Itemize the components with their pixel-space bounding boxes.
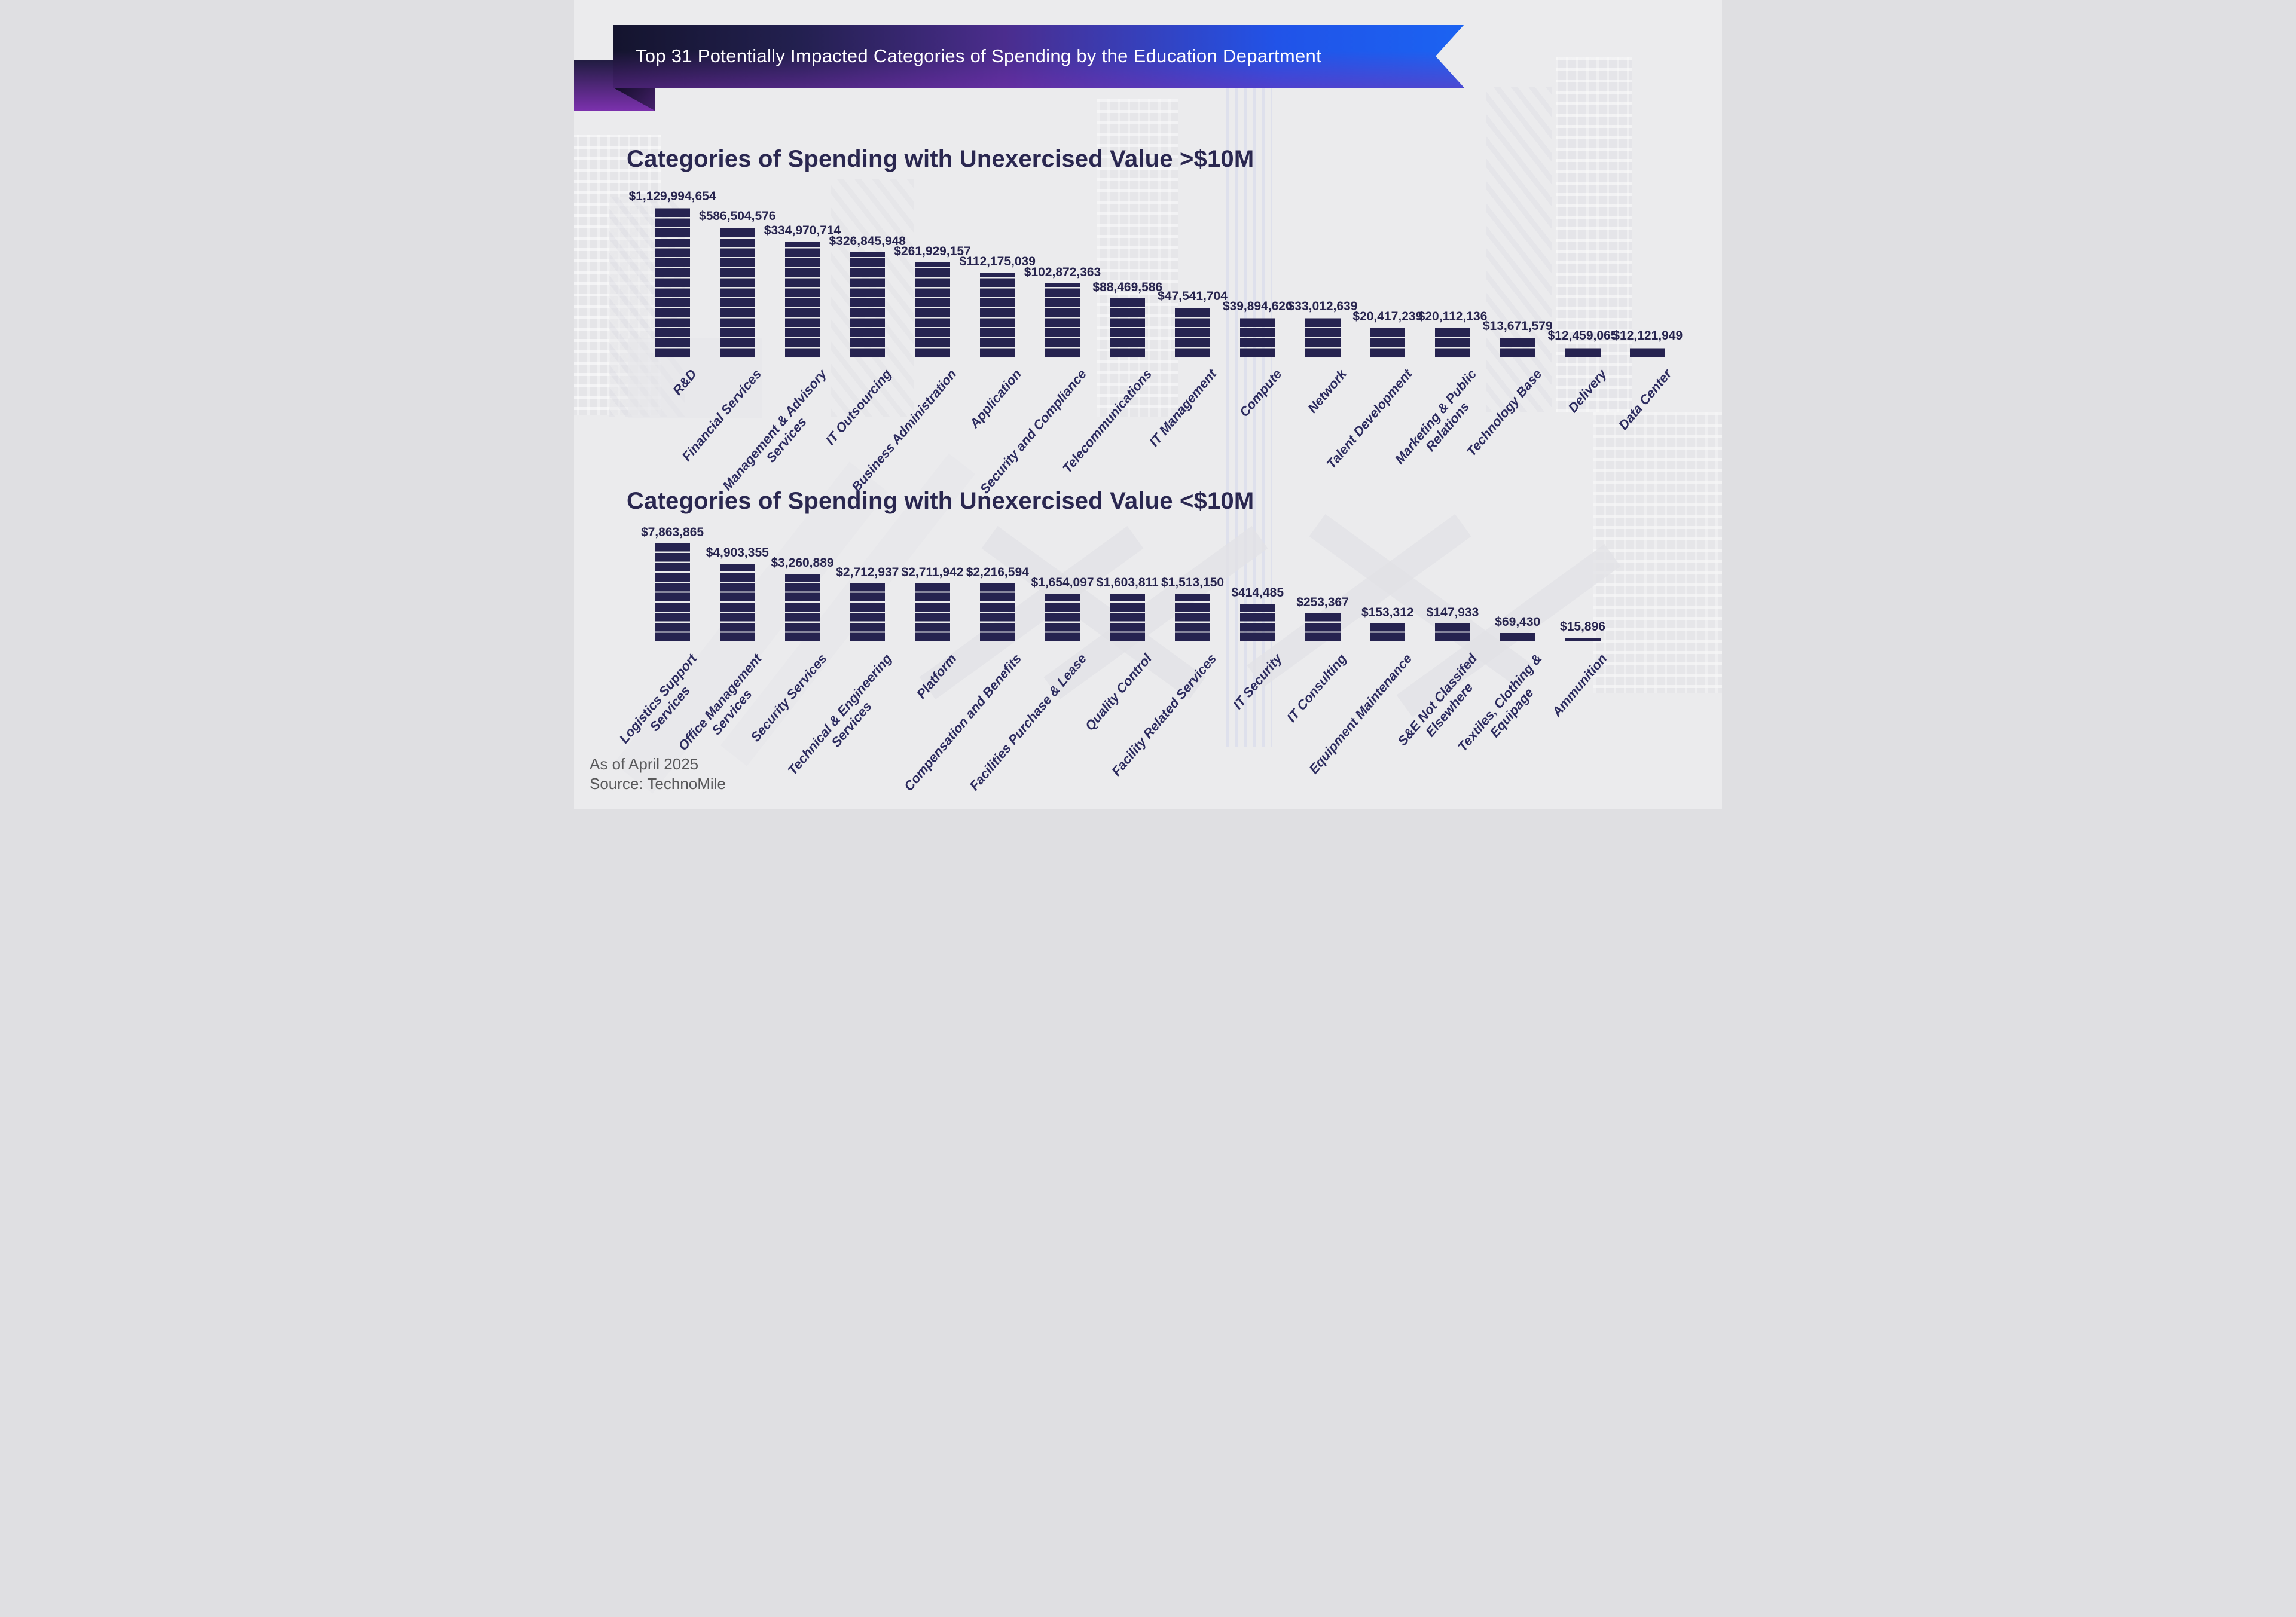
bar-value-label: $334,970,714 bbox=[764, 224, 841, 237]
bar-value-label: $15,896 bbox=[1560, 620, 1605, 634]
bar-value-label: $4,903,355 bbox=[706, 546, 769, 560]
bar-category-label: IT Consulting bbox=[1284, 651, 1350, 725]
as-of-date: As of April 2025 bbox=[590, 755, 699, 773]
title-banner-ribbon: Top 31 Potentially Impacted Categories o… bbox=[613, 25, 1464, 88]
bar bbox=[850, 252, 886, 357]
bar bbox=[1500, 633, 1535, 641]
bar-value-label: $253,367 bbox=[1296, 595, 1349, 609]
bar bbox=[1175, 307, 1210, 357]
bar-value-label: $1,654,097 bbox=[1031, 576, 1094, 589]
bar-value-label: $153,312 bbox=[1361, 606, 1414, 619]
bar-value-label: $47,541,704 bbox=[1158, 289, 1228, 303]
bar bbox=[1110, 298, 1146, 357]
bar-value-label: $7,863,865 bbox=[640, 525, 704, 539]
chart-under-10m: $7,863,865 Logistics Support Services $4,9… bbox=[574, 0, 1722, 809]
bar-category-label: Quality Control bbox=[1082, 651, 1155, 733]
bar bbox=[655, 207, 690, 357]
building-shape bbox=[1486, 87, 1552, 412]
bar-value-label: $12,121,949 bbox=[1613, 329, 1683, 343]
bar-category-label: Facility Related Services bbox=[1109, 651, 1220, 779]
bar-category-label: Ammunition bbox=[1549, 651, 1610, 720]
bar-value-label: $33,012,639 bbox=[1287, 299, 1358, 313]
bar bbox=[719, 564, 755, 641]
building-shape bbox=[1593, 412, 1722, 693]
footer: As of April 2025 Source: TechnoMile bbox=[590, 754, 726, 794]
bar-value-label: $1,129,994,654 bbox=[628, 189, 716, 203]
bar-value-label: $39,894,620 bbox=[1222, 299, 1293, 313]
bar bbox=[1175, 594, 1210, 641]
bar bbox=[1500, 337, 1535, 357]
bar bbox=[1305, 317, 1341, 357]
bar bbox=[1045, 594, 1080, 641]
source-credit: Source: TechnoMile bbox=[590, 775, 726, 793]
bar bbox=[915, 583, 950, 641]
bar-value-label: $1,603,811 bbox=[1096, 576, 1159, 589]
chart-over-10m: $1,129,994,654 R&D $586,504,576 Financial S… bbox=[574, 0, 1722, 809]
bar-value-label: $88,469,586 bbox=[1092, 280, 1163, 294]
bar bbox=[979, 273, 1015, 357]
bar bbox=[1110, 594, 1146, 641]
bar-value-label: $326,845,948 bbox=[829, 234, 906, 248]
bar bbox=[655, 543, 690, 641]
bar-value-label: $147,933 bbox=[1426, 606, 1479, 619]
bar-value-label: $69,430 bbox=[1495, 615, 1541, 629]
bar bbox=[915, 262, 950, 357]
bar bbox=[979, 583, 1015, 641]
bar bbox=[1045, 283, 1080, 357]
bar-category-label: Platform bbox=[914, 651, 960, 702]
bar bbox=[850, 583, 886, 641]
bar-value-label: $20,417,239 bbox=[1352, 310, 1423, 323]
section-title-over-10m: Categories of Spending with Unexercised … bbox=[627, 146, 1254, 172]
bar-value-label: $102,872,363 bbox=[1024, 265, 1101, 279]
bar-value-label: $3,260,889 bbox=[771, 556, 834, 570]
bar-category-label: Compensation and Benefits bbox=[901, 651, 1025, 794]
bar-value-label: $414,485 bbox=[1231, 586, 1284, 600]
bar bbox=[1370, 328, 1406, 357]
bar bbox=[1239, 604, 1275, 641]
infographic-canvas: Top 31 Potentially Impacted Categories o… bbox=[574, 0, 1722, 809]
bar-value-label: $12,459,065 bbox=[1547, 329, 1618, 343]
bar-value-label: $112,175,039 bbox=[959, 255, 1036, 268]
page-title: Top 31 Potentially Impacted Categories o… bbox=[636, 45, 1321, 66]
bar-value-label: $2,711,942 bbox=[901, 566, 964, 579]
bar bbox=[1435, 623, 1470, 641]
bar bbox=[784, 242, 820, 357]
bar-category-label: IT Security bbox=[1229, 651, 1285, 713]
bar-value-label: $586,504,576 bbox=[699, 209, 776, 223]
bar bbox=[1565, 638, 1601, 641]
building-shape bbox=[1097, 99, 1178, 417]
bar bbox=[719, 227, 755, 357]
bar bbox=[784, 574, 820, 641]
bar-value-label: $20,112,136 bbox=[1418, 310, 1488, 323]
section-title-under-10m: Categories of Spending with Unexercised … bbox=[627, 488, 1254, 514]
bar bbox=[1435, 328, 1470, 357]
bar bbox=[1305, 613, 1341, 641]
bar-category-label: Facilities Purchase & Lease bbox=[966, 651, 1090, 794]
bar-value-label: $13,671,579 bbox=[1482, 319, 1553, 333]
banner-gradient-tint bbox=[613, 25, 1464, 88]
bar-value-label: $2,216,594 bbox=[966, 566, 1029, 579]
bar-value-label: $261,929,157 bbox=[894, 244, 971, 258]
bar bbox=[1239, 317, 1275, 357]
bar-value-label: $2,712,937 bbox=[836, 566, 899, 579]
bar-value-label: $1,513,150 bbox=[1161, 576, 1225, 589]
bar bbox=[1630, 347, 1666, 357]
bar bbox=[1565, 347, 1601, 357]
bar bbox=[1370, 623, 1406, 641]
